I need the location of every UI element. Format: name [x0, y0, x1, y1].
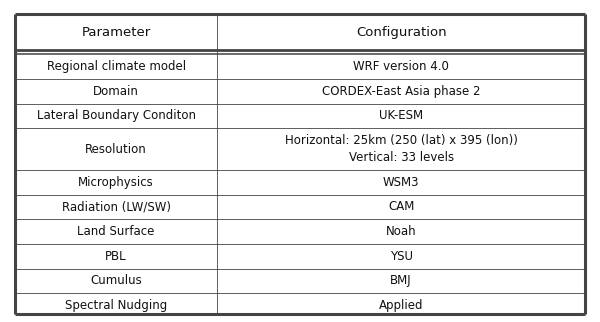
Text: Domain: Domain	[93, 85, 139, 98]
Text: Noah: Noah	[386, 225, 416, 238]
Text: Spectral Nudging: Spectral Nudging	[65, 299, 167, 312]
Text: Horizontal: 25km (250 (lat) x 395 (lon))
Vertical: 33 levels: Horizontal: 25km (250 (lat) x 395 (lon))…	[285, 134, 518, 164]
Text: CAM: CAM	[388, 201, 415, 213]
Text: Lateral Boundary Conditon: Lateral Boundary Conditon	[37, 109, 196, 122]
Text: BMJ: BMJ	[391, 274, 412, 287]
Text: YSU: YSU	[389, 250, 413, 263]
Text: Cumulus: Cumulus	[90, 274, 142, 287]
Text: Land Surface: Land Surface	[77, 225, 155, 238]
Text: Radiation (LW/SW): Radiation (LW/SW)	[62, 201, 170, 213]
Text: Applied: Applied	[379, 299, 424, 312]
Text: CORDEX-East Asia phase 2: CORDEX-East Asia phase 2	[322, 85, 481, 98]
Text: Microphysics: Microphysics	[78, 176, 154, 189]
Text: UK-ESM: UK-ESM	[379, 109, 423, 122]
Text: PBL: PBL	[106, 250, 127, 263]
Text: Resolution: Resolution	[85, 143, 147, 156]
Text: Parameter: Parameter	[82, 26, 151, 39]
Text: Regional climate model: Regional climate model	[47, 60, 186, 73]
Text: WRF version 4.0: WRF version 4.0	[353, 60, 449, 73]
Text: WSM3: WSM3	[383, 176, 419, 189]
Text: Configuration: Configuration	[356, 26, 446, 39]
